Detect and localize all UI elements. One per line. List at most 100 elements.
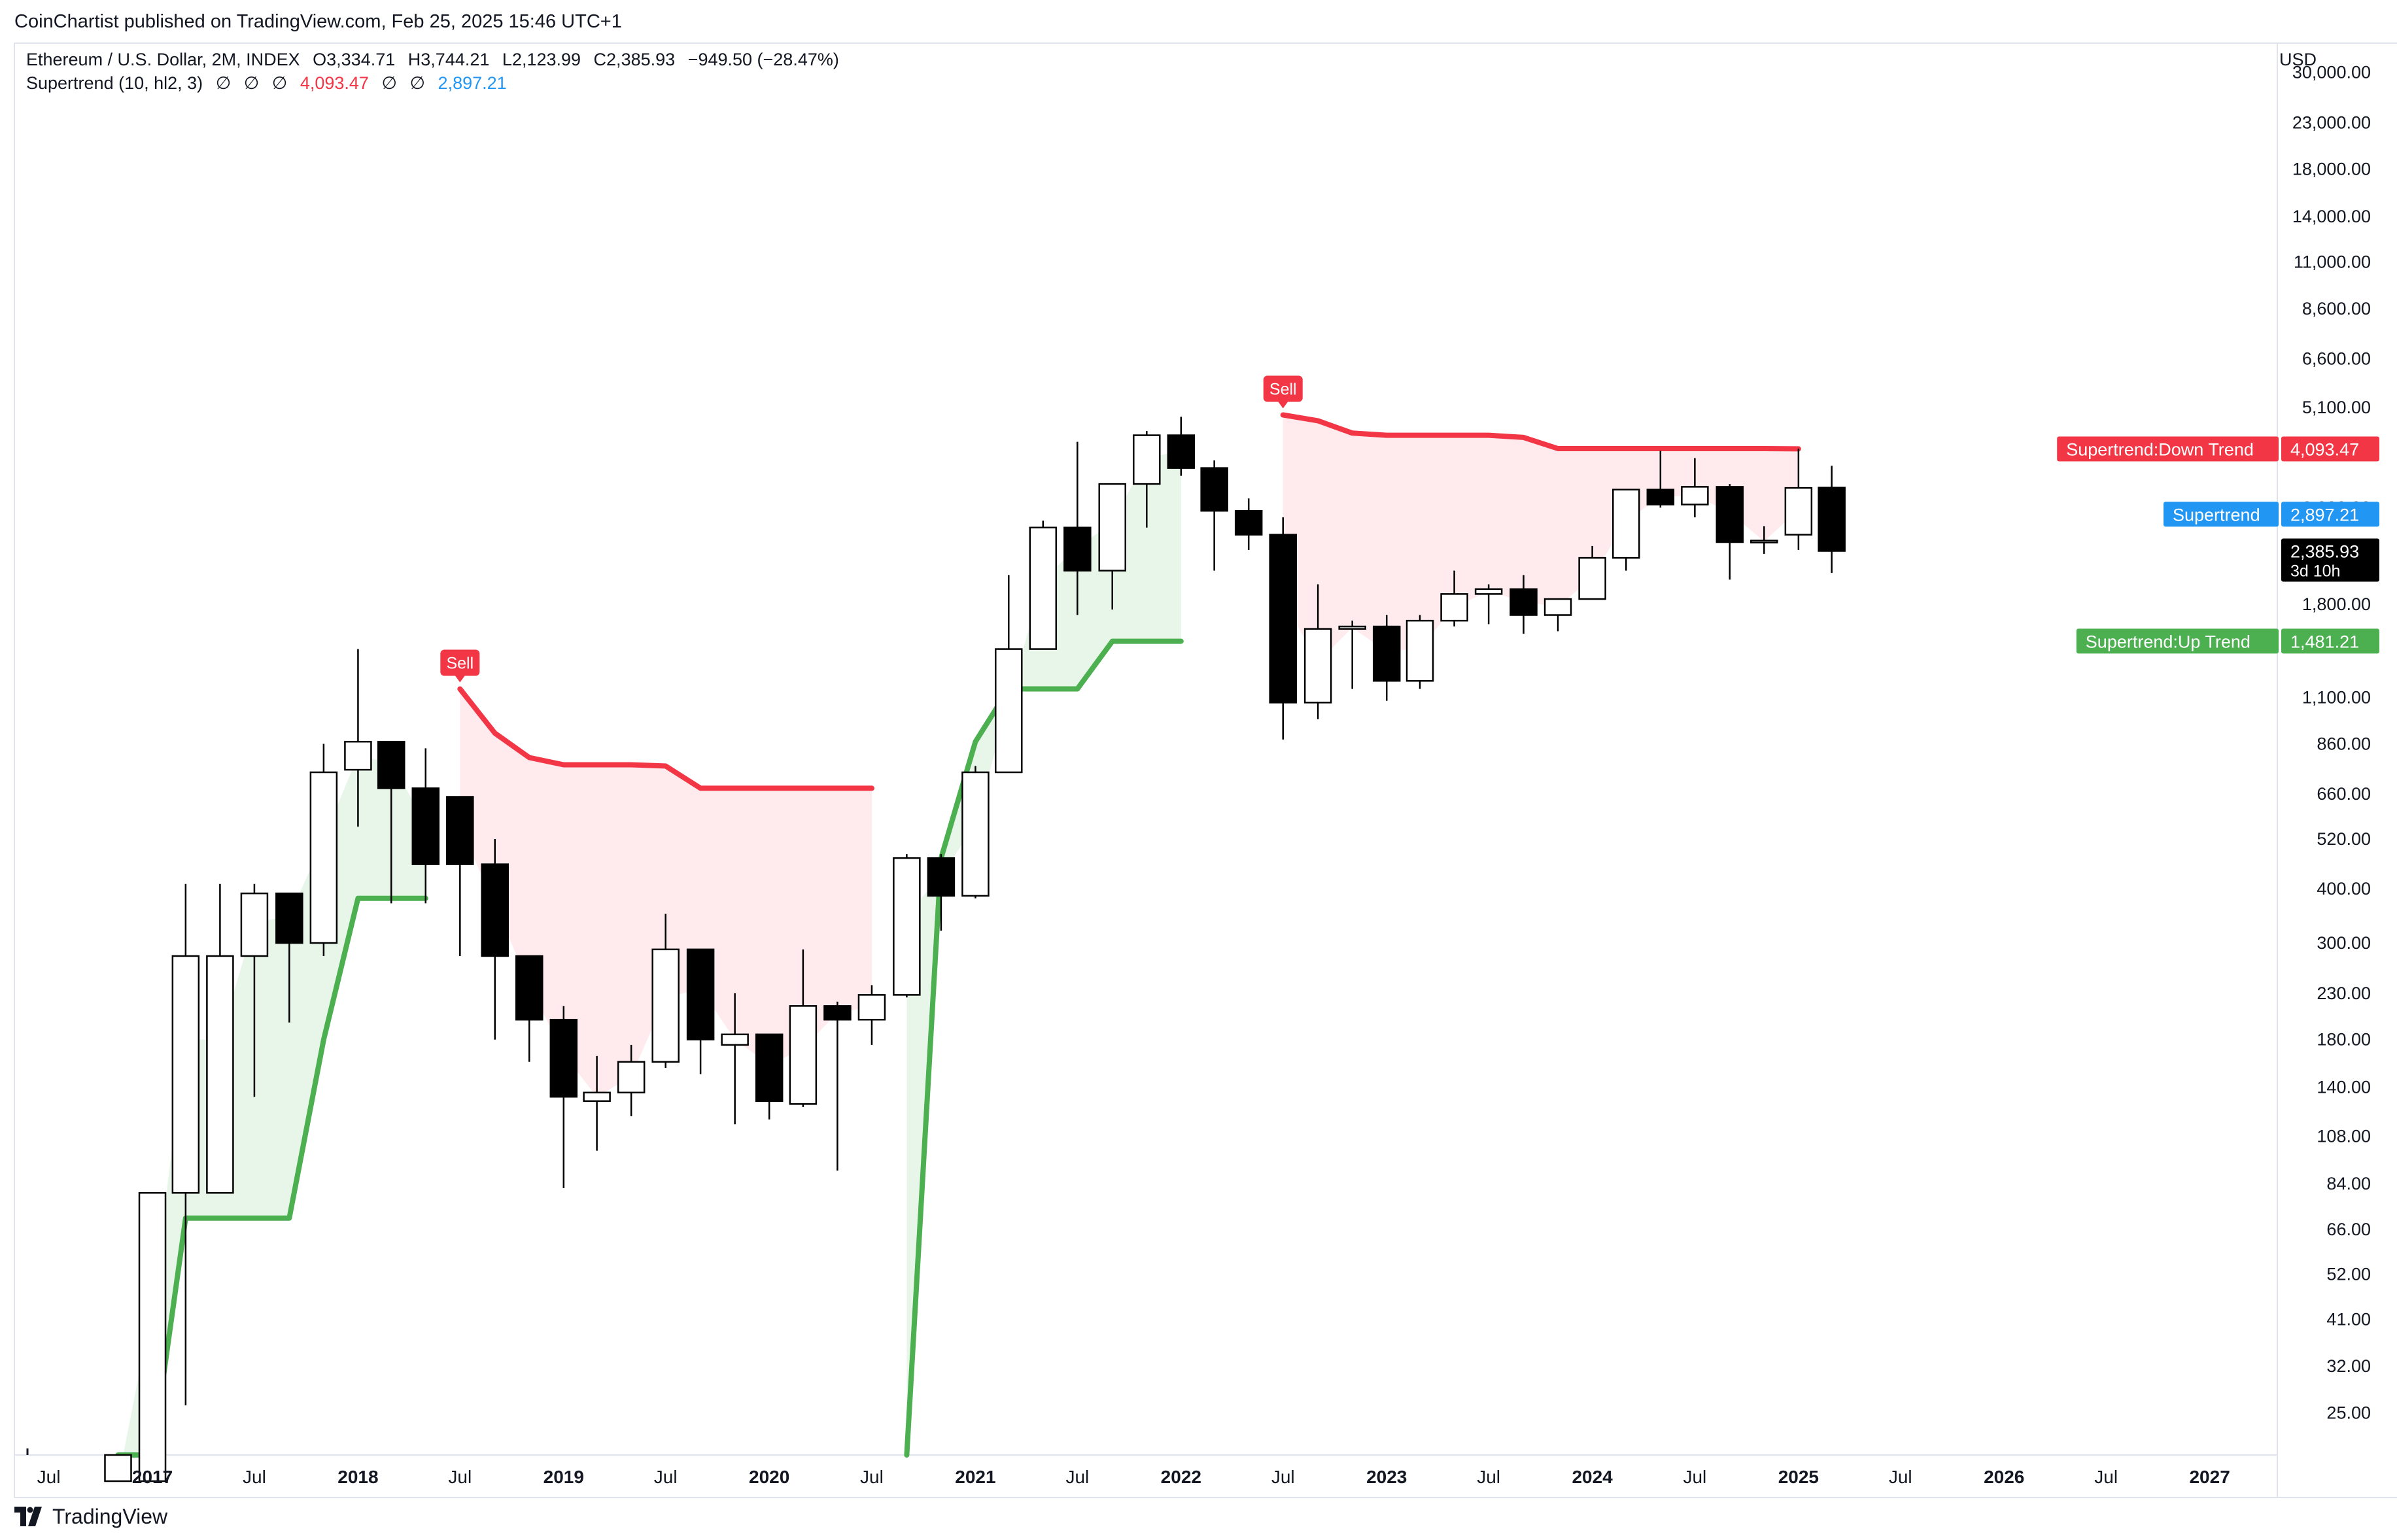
candle-body[interactable]: [583, 1091, 611, 1103]
candle-2022-09-01[interactable]: [1303, 584, 1332, 719]
candle-2016-11-01[interactable]: [104, 1454, 132, 1482]
candle-body[interactable]: [1474, 588, 1503, 595]
candle-2020-07-01[interactable]: [857, 985, 886, 1045]
candle-body[interactable]: [1543, 598, 1572, 616]
candle-2019-05-01[interactable]: [617, 1044, 646, 1116]
candle-body[interactable]: [1029, 526, 1058, 650]
candle-2023-03-01[interactable]: [1405, 615, 1434, 689]
candle-body[interactable]: [1578, 556, 1606, 600]
time-axis[interactable]: Jul 2017 Jul 2018 Jul 2019 Jul 2020 Jul 2021 Jul 20…: [26, 1448, 2230, 1487]
candle-body[interactable]: [1063, 526, 1092, 572]
candle-body[interactable]: [138, 1191, 167, 1482]
candle-body[interactable]: [206, 955, 234, 1194]
candle-2019-07-01[interactable]: [651, 914, 680, 1068]
candle-body[interactable]: [1784, 487, 1813, 536]
candle-2020-05-01[interactable]: [823, 1001, 852, 1171]
candle-body[interactable]: [893, 857, 921, 996]
candle-2018-03-01[interactable]: [377, 740, 405, 904]
candle-2024-11-01[interactable]: [1750, 526, 1778, 554]
candle-2017-07-01[interactable]: [240, 883, 269, 1097]
candle-body[interactable]: [446, 796, 474, 865]
candle-2024-07-01[interactable]: [1681, 458, 1709, 518]
candle-body[interactable]: [1681, 486, 1709, 505]
candle-body[interactable]: [823, 1005, 852, 1021]
candle-2022-07-01[interactable]: [1269, 517, 1297, 740]
candle-2020-01-01[interactable]: [755, 1033, 784, 1120]
candle-body[interactable]: [1303, 628, 1332, 704]
candle-2018-07-01[interactable]: [446, 796, 474, 956]
candle-2021-11-01[interactable]: [1133, 431, 1161, 528]
candle-body[interactable]: [1098, 483, 1127, 572]
candles[interactable]: [104, 417, 1846, 1482]
candle-2024-09-01[interactable]: [1716, 484, 1744, 580]
candle-2022-01-01[interactable]: [1167, 417, 1196, 476]
symbol-legend[interactable]: Ethereum / U.S. Dollar, 2M, INDEX O3,334…: [26, 50, 847, 70]
candle-2020-03-01[interactable]: [789, 949, 818, 1107]
candle-2020-11-01[interactable]: [927, 854, 956, 931]
candle-body[interactable]: [755, 1033, 784, 1103]
candle-body[interactable]: [1234, 509, 1263, 536]
candle-2023-11-01[interactable]: [1543, 598, 1572, 632]
candle-2025-01-01[interactable]: [1784, 448, 1813, 550]
candle-2023-09-01[interactable]: [1509, 575, 1538, 634]
candle-2017-11-01[interactable]: [309, 744, 338, 956]
candle-body[interactable]: [1818, 487, 1846, 552]
candle-2023-05-01[interactable]: [1440, 570, 1468, 627]
candle-body[interactable]: [961, 771, 990, 897]
candle-2022-11-01[interactable]: [1338, 621, 1366, 689]
candle-body[interactable]: [481, 863, 509, 957]
candle-body[interactable]: [857, 994, 886, 1021]
candle-2017-05-01[interactable]: [206, 883, 234, 1194]
candle-2023-07-01[interactable]: [1474, 584, 1503, 625]
candle-2021-03-01[interactable]: [995, 575, 1023, 774]
candle-body[interactable]: [1440, 593, 1468, 622]
currency-label[interactable]: USD: [2279, 50, 2317, 69]
candle-2023-01-01[interactable]: [1372, 615, 1401, 701]
candle-body[interactable]: [686, 948, 715, 1040]
candle-body[interactable]: [617, 1061, 646, 1094]
candle-2018-09-01[interactable]: [481, 839, 509, 1040]
candle-body[interactable]: [1133, 434, 1161, 485]
candle-body[interactable]: [309, 771, 338, 944]
candle-2019-01-01[interactable]: [549, 1006, 578, 1189]
candle-body[interactable]: [1405, 619, 1434, 682]
candle-body[interactable]: [927, 857, 956, 897]
candle-body[interactable]: [104, 1454, 132, 1482]
candle-2019-11-01[interactable]: [721, 993, 749, 1125]
candle-body[interactable]: [377, 740, 405, 789]
candle-body[interactable]: [1646, 488, 1675, 505]
candle-body[interactable]: [789, 1005, 818, 1105]
candle-2024-01-01[interactable]: [1578, 545, 1606, 600]
candle-body[interactable]: [995, 648, 1023, 774]
candle-body[interactable]: [1338, 625, 1366, 630]
candle-body[interactable]: [1372, 625, 1401, 682]
candle-body[interactable]: [721, 1033, 749, 1046]
candle-body[interactable]: [1269, 534, 1297, 704]
candle-body[interactable]: [1612, 488, 1640, 559]
candle-2017-03-01[interactable]: [171, 883, 200, 1406]
candle-body[interactable]: [1750, 539, 1778, 543]
candle-body[interactable]: [1509, 588, 1538, 616]
candle-2018-01-01[interactable]: [344, 649, 372, 827]
candle-body[interactable]: [1167, 434, 1196, 469]
candle-body[interactable]: [549, 1019, 578, 1098]
candle-body[interactable]: [411, 787, 440, 865]
indicator-legend[interactable]: Supertrend (10, hl2, 3) ∅ ∅ ∅ 4,093.47 ∅…: [26, 73, 515, 94]
price-axis[interactable]: 30,000.00 23,000.00 18,000.00 14,000.00 11,0…: [2292, 63, 2371, 1423]
candle-2024-05-01[interactable]: [1646, 451, 1675, 508]
candle-body[interactable]: [515, 955, 543, 1021]
candle-2021-01-01[interactable]: [961, 766, 990, 898]
candle-2025-03-01[interactable]: [1818, 466, 1846, 573]
candle-2019-03-01[interactable]: [583, 1055, 611, 1151]
candle-2021-07-01[interactable]: [1063, 441, 1092, 615]
candle-body[interactable]: [1200, 467, 1228, 512]
candle-2022-03-01[interactable]: [1200, 460, 1228, 571]
candle-body[interactable]: [344, 740, 372, 771]
candle-2017-09-01[interactable]: [275, 892, 303, 1023]
candle-2018-05-01[interactable]: [411, 748, 440, 904]
candle-2024-03-01[interactable]: [1612, 488, 1640, 571]
candle-2017-01-01[interactable]: [138, 1191, 167, 1482]
candle-2022-05-01[interactable]: [1234, 498, 1263, 550]
candle-2018-11-01[interactable]: [515, 955, 543, 1062]
